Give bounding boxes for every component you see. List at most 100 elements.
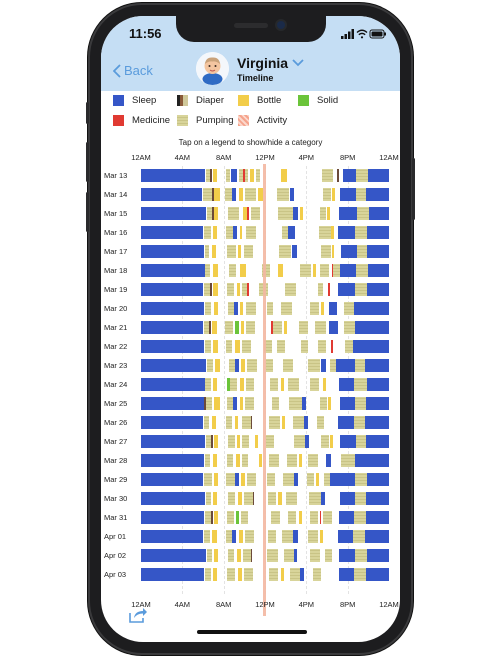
event-pumping[interactable] [206,397,213,410]
avatar[interactable] [196,52,229,85]
event-pumping[interactable] [354,283,368,296]
event-pumping[interactable] [330,359,337,372]
event-bottle[interactable] [212,321,218,334]
event-pumping[interactable] [225,169,230,182]
event-pumping[interactable] [226,568,236,581]
event-bottle[interactable] [214,549,219,562]
event-pumping[interactable] [255,169,260,182]
event-pumping[interactable] [245,188,256,201]
event-pumping[interactable] [207,359,214,372]
event-sleep[interactable] [141,302,205,315]
event-pumping[interactable] [285,492,298,505]
event-bottle[interactable] [315,473,319,486]
event-pumping[interactable] [354,226,368,239]
event-pumping[interactable] [224,188,232,201]
event-pumping[interactable] [247,359,257,372]
event-pumping[interactable] [280,302,292,315]
event-pumping[interactable] [319,207,326,220]
timeline-row[interactable]: Mar 14 [101,185,400,204]
event-pumping[interactable] [353,378,368,391]
event-pumping[interactable] [322,188,332,201]
event-sleep[interactable] [340,264,356,277]
event-pumping[interactable] [354,359,366,372]
event-pumping[interactable] [317,340,326,353]
event-pumping[interactable] [205,378,212,391]
event-bottle[interactable] [237,549,242,562]
event-diaper[interactable] [209,321,211,334]
event-pumping[interactable] [268,492,277,505]
event-pumping[interactable] [308,359,320,372]
event-pumping[interactable] [205,245,210,258]
event-sleep[interactable] [336,359,355,372]
legend-item-diaper[interactable]: Diaper [177,95,224,106]
event-pumping[interactable] [206,435,212,448]
event-pumping[interactable] [341,454,355,467]
event-sleep[interactable] [366,188,389,201]
event-pumping[interactable] [204,321,210,334]
event-pumping[interactable] [227,549,234,562]
event-bottle[interactable] [280,378,284,391]
event-pumping[interactable] [263,340,273,353]
event-sleep[interactable] [367,245,389,258]
event-bottle[interactable] [235,416,239,429]
event-bottle[interactable] [238,568,243,581]
event-sleep[interactable] [339,378,354,391]
event-bottle[interactable] [278,264,283,277]
event-sleep[interactable] [141,264,206,277]
event-pumping[interactable] [277,340,285,353]
event-pumping[interactable] [354,473,368,486]
timeline-row[interactable]: Mar 25 [101,394,400,413]
event-bottle[interactable] [214,397,220,410]
event-pumping[interactable] [282,359,293,372]
event-sleep[interactable] [338,226,355,239]
event-diaper[interactable] [250,549,253,562]
event-bottle[interactable] [213,226,218,239]
timeline-row[interactable]: Mar 28 [101,451,400,470]
event-diaper[interactable] [204,397,206,410]
event-pumping[interactable] [277,188,289,201]
event-pumping[interactable] [266,359,274,372]
event-pumping[interactable] [245,397,254,410]
event-pumping[interactable] [204,416,210,429]
event-sleep[interactable] [305,435,310,448]
event-pumping[interactable] [320,435,330,448]
event-bottle[interactable] [239,188,244,201]
timeline-row[interactable]: Mar 23 [101,356,400,375]
event-pumping[interactable] [205,568,212,581]
event-pumping[interactable] [356,207,370,220]
event-bottle[interactable] [212,416,217,429]
event-diaper[interactable] [212,188,214,201]
event-sleep[interactable] [141,245,205,258]
event-sleep[interactable] [141,340,205,353]
event-sleep[interactable] [293,549,298,562]
event-pumping[interactable] [204,473,213,486]
event-bottle[interactable] [214,188,220,201]
event-pumping[interactable] [204,283,211,296]
event-pumping[interactable] [225,226,233,239]
event-pumping[interactable] [320,245,332,258]
event-pumping[interactable] [246,226,256,239]
event-sleep[interactable] [231,530,237,543]
event-pumping[interactable] [226,511,234,524]
event-sleep[interactable] [320,359,326,372]
event-sleep[interactable] [141,530,203,543]
event-sleep[interactable] [235,359,240,372]
event-pumping[interactable] [299,321,309,334]
event-sleep[interactable] [367,283,389,296]
event-bottle[interactable] [328,397,332,410]
event-pumping[interactable] [204,530,211,543]
event-pumping[interactable] [312,568,321,581]
event-sleep[interactable] [339,568,354,581]
event-sleep[interactable] [292,530,299,543]
event-pumping[interactable] [207,549,213,562]
event-bottle[interactable] [278,492,282,505]
event-pumping[interactable] [227,492,236,505]
legend-item-solid[interactable]: Solid [298,95,338,106]
event-solid[interactable] [226,378,230,391]
event-bottle[interactable] [322,378,326,391]
event-pumping[interactable] [242,416,251,429]
event-sleep[interactable] [340,397,355,410]
event-diaper[interactable] [250,416,253,429]
event-sleep[interactable] [338,416,354,429]
event-sleep[interactable] [339,207,357,220]
